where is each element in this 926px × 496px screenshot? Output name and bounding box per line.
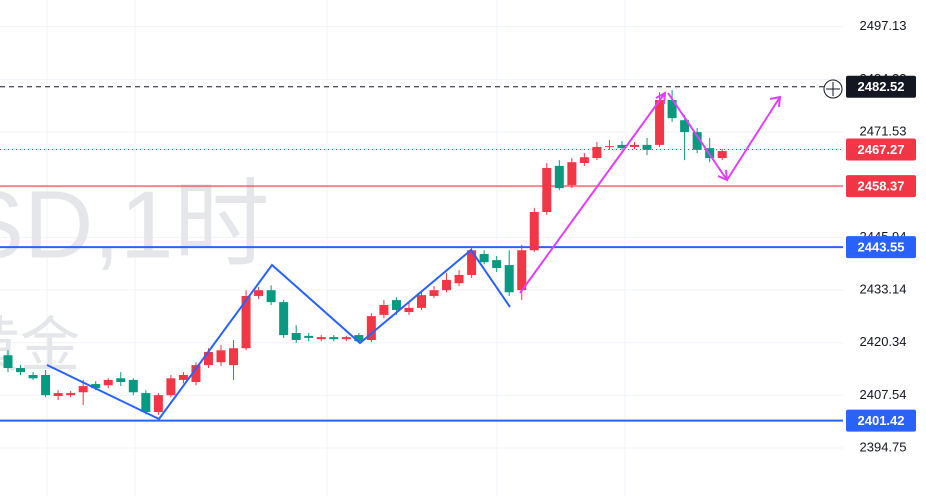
- y-tick-label: 2471.53: [860, 123, 907, 138]
- candle-body: [642, 144, 652, 150]
- candle-body: [429, 290, 439, 296]
- price-label: 2482.52: [858, 79, 905, 94]
- candle-body: [316, 337, 326, 340]
- zigzag: [46, 248, 511, 421]
- candle-body: [166, 378, 176, 396]
- candle-body: [416, 295, 426, 308]
- candle-body: [266, 290, 276, 303]
- y-tick-label: 2497.13: [860, 18, 907, 33]
- candle-body: [254, 290, 264, 296]
- candle-body: [554, 165, 564, 189]
- candle-body: [191, 365, 201, 382]
- price-label: 2467.27: [858, 142, 905, 157]
- candle-body: [279, 302, 289, 336]
- candle-body: [103, 379, 113, 386]
- candle-body: [479, 253, 489, 263]
- arrow: [726, 96, 781, 181]
- candle-body: [229, 348, 239, 366]
- arrow: [667, 92, 728, 181]
- candle-body: [78, 386, 88, 393]
- price-label-bg: [846, 409, 916, 432]
- candle-body: [680, 120, 690, 133]
- candle-body: [41, 374, 51, 396]
- candle-body: [216, 350, 226, 363]
- y-tick-label: 2407.54: [860, 387, 907, 402]
- candle-body: [128, 379, 138, 393]
- candle-body: [291, 332, 301, 340]
- price-label: 2401.42: [858, 413, 905, 428]
- candle-body: [153, 395, 163, 413]
- candle-body: [241, 295, 251, 349]
- candle-body: [16, 367, 26, 373]
- crosshair-button[interactable]: [823, 79, 843, 99]
- candle-body: [579, 157, 589, 164]
- candle-body: [404, 307, 414, 313]
- candle-body: [366, 316, 376, 340]
- candle-body: [655, 100, 665, 145]
- y-tick-label: 2394.75: [860, 439, 907, 454]
- price-label-bg: [846, 138, 916, 161]
- candle-body: [141, 393, 151, 413]
- candle-body: [304, 335, 314, 338]
- candle-body: [617, 144, 627, 149]
- price-label: 2443.55: [858, 240, 905, 255]
- candle-body: [379, 305, 389, 315]
- candle-body: [630, 144, 639, 147]
- candle-body: [517, 250, 527, 291]
- arrow-head: [655, 91, 667, 105]
- price-label-bg: [846, 175, 916, 198]
- candle-body: [391, 300, 401, 310]
- arrow: [519, 92, 666, 294]
- watermark: SD,1时: [0, 171, 269, 278]
- grid: [0, 26, 843, 449]
- candle-body: [203, 351, 213, 366]
- candle-body: [341, 337, 351, 340]
- price-scale-labels: 2497.132484.332471.532445.942433.142420.…: [846, 18, 916, 454]
- candle-body: [53, 393, 63, 396]
- candle-body: [91, 384, 101, 389]
- price-label-bg: [846, 75, 916, 98]
- candle-body: [442, 279, 452, 291]
- candle-body: [329, 337, 339, 340]
- arrow-head: [769, 95, 782, 108]
- y-tick-label: 2433.14: [860, 281, 907, 296]
- candle-body: [567, 162, 577, 186]
- candle-body: [66, 393, 76, 396]
- candle-body: [529, 211, 539, 251]
- candle-body: [178, 374, 188, 380]
- price-label-bg: [846, 236, 916, 259]
- candle-body: [28, 374, 38, 379]
- price-lines: [0, 86, 843, 422]
- y-tick-label: 2420.34: [860, 334, 907, 349]
- candle-body: [492, 260, 502, 268]
- candle-body: [504, 265, 514, 293]
- candle-body: [604, 146, 614, 148]
- candle-body: [592, 146, 602, 159]
- candle-body: [354, 335, 364, 342]
- candles: [3, 90, 727, 415]
- candle-body: [454, 274, 464, 284]
- candle-body: [116, 378, 126, 382]
- candle-body: [542, 167, 552, 212]
- candle-body: [3, 355, 13, 368]
- price-label: 2458.37: [858, 179, 905, 194]
- candle-body: [667, 100, 677, 119]
- candle-body: [717, 151, 727, 159]
- candle-body: [692, 132, 702, 150]
- watermark: 黄金: [0, 312, 80, 379]
- candle-body: [467, 250, 477, 275]
- annotations: [46, 91, 782, 421]
